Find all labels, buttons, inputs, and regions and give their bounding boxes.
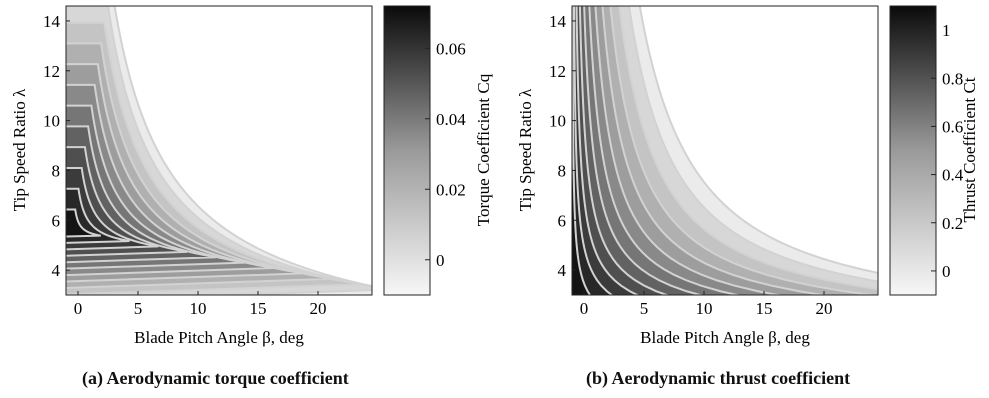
- colorbar-tick-label: 0.06: [436, 39, 466, 58]
- colorbar-tick-label: 0.2: [942, 214, 963, 233]
- x-tick-label: 0: [74, 299, 83, 318]
- y-tick-label: 4: [558, 261, 567, 280]
- contour-fills-thrust: [572, 6, 878, 295]
- x-tick-label: 20: [816, 299, 833, 318]
- axes-frame-torque: [65, 5, 373, 296]
- x-tick-label: 15: [756, 299, 773, 318]
- colorbar-tick-label: 0.04: [436, 110, 466, 129]
- contour-band: [572, 6, 742, 295]
- x-tick-label: 10: [696, 299, 713, 318]
- x-axis-label-torque: Blade Pitch Angle β, deg: [134, 328, 304, 347]
- y-axis-label-thrust: Tip Speed Ratio λ: [516, 88, 535, 211]
- plot-area-thrust: [572, 6, 878, 295]
- x-ticks-torque: 0 5 10 15 20: [74, 291, 327, 318]
- contour-band: [66, 208, 101, 238]
- x-axis-label-thrust: Blade Pitch Angle β, deg: [640, 328, 810, 347]
- contour-band: [572, 6, 704, 295]
- x-tick-label: 5: [134, 299, 143, 318]
- caption-thrust: (b) Aerodynamic thrust coefficient: [586, 368, 851, 388]
- plot-area-torque: [66, 6, 372, 295]
- colorbar-label-torque: Torque Coefficient Cq: [474, 73, 493, 226]
- colorbar-tick-label: 0: [942, 262, 951, 281]
- panel-torque: 0 5 10 15 20 4 6 8 10 12 14 Blade Pitch Angle β, …: [10, 5, 493, 347]
- contour-band: [572, 6, 592, 295]
- y-ticks-thrust: 4 6 8 10 12 14: [549, 12, 576, 280]
- contour-band: [572, 6, 670, 295]
- y-tick-label: 4: [52, 261, 61, 280]
- y-tick-label: 14: [549, 12, 567, 31]
- colorbar-thrust: [889, 5, 937, 296]
- x-tick-label: 5: [640, 299, 649, 318]
- colorbar-tick-label: 0.02: [436, 180, 466, 199]
- y-tick-label: 6: [558, 211, 567, 230]
- y-axis-label-torque: Tip Speed Ratio λ: [10, 88, 29, 211]
- colorbar-tick-label: 0.8: [942, 69, 963, 88]
- axes-frame-thrust: [571, 5, 879, 296]
- y-tick-label: 8: [52, 161, 61, 180]
- contour-band: [572, 6, 784, 295]
- x-tick-label: 0: [580, 299, 589, 318]
- y-tick-label: 14: [43, 12, 61, 31]
- colorbar-ticks-torque: 0 0.02 0.04 0.06: [425, 39, 466, 270]
- contour-fills-torque: [66, 6, 372, 295]
- x-tick-label: 15: [250, 299, 267, 318]
- caption-torque: (a) Aerodynamic torque coefficient: [82, 368, 349, 388]
- colorbar-label-thrust: Thrust Coefficient Ct: [960, 77, 979, 222]
- y-ticks-torque: 4 6 8 10 12 14: [43, 12, 70, 280]
- x-tick-label: 20: [310, 299, 327, 318]
- y-tick-label: 12: [549, 62, 566, 81]
- colorbar-tick-label: 0.4: [942, 166, 964, 185]
- colorbar-tick-label: 0: [436, 251, 445, 270]
- y-tick-label: 10: [549, 112, 566, 131]
- colorbar-torque: [383, 5, 431, 296]
- colorbar-tick-label: 0.6: [942, 117, 963, 136]
- colorbar-tick-label: 1: [942, 21, 951, 40]
- y-tick-label: 12: [43, 62, 60, 81]
- x-tick-label: 10: [190, 299, 207, 318]
- colorbar-ticks-thrust: 0 0.2 0.4 0.6 0.8 1: [931, 21, 964, 281]
- y-tick-label: 8: [558, 161, 567, 180]
- y-tick-label: 10: [43, 112, 60, 131]
- y-tick-label: 6: [52, 211, 61, 230]
- x-ticks-thrust: 0 5 10 15 20: [580, 291, 833, 318]
